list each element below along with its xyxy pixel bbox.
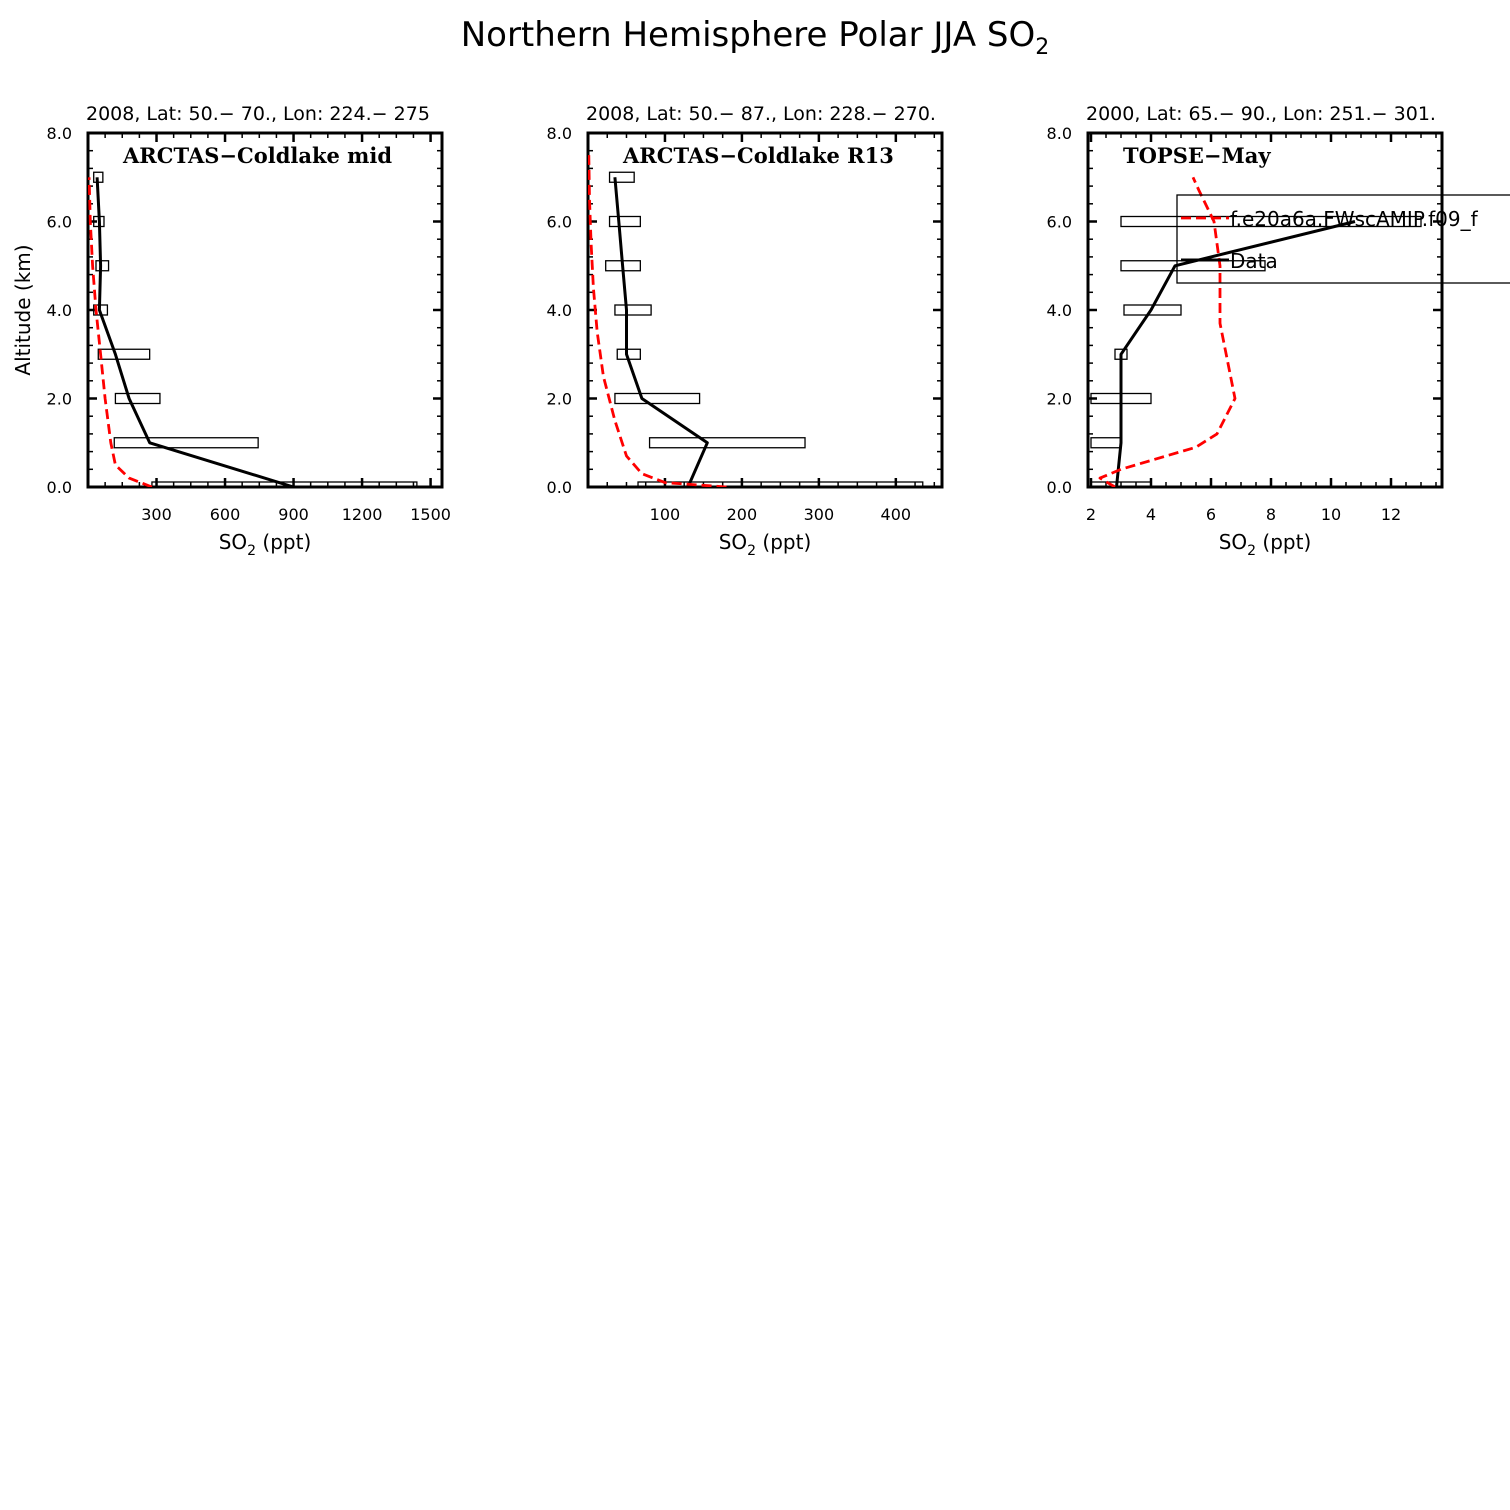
x-axis-title-units: (ppt) (756, 530, 811, 554)
model-series-line (588, 155, 727, 487)
x-axis-title-subscript: 2 (247, 543, 256, 559)
x-axis-title-units: (ppt) (1256, 530, 1311, 554)
y-tick-label: 2.0 (1047, 390, 1072, 409)
y-axis-title: Altitude (km) (11, 244, 35, 375)
range-box (614, 304, 652, 316)
x-tick-label: 300 (804, 505, 835, 524)
y-tick-label: 0.0 (547, 478, 572, 497)
x-tick-label: 4 (1146, 505, 1156, 524)
x-tick-label: 100 (650, 505, 681, 524)
x-tick-label: 12 (1381, 505, 1401, 524)
panel-2: 0.0 2.0 4.0 6.0 8.0 100 200 300 400 SO2 (ppt) 2008… (547, 103, 944, 559)
x-tick-label: 2 (1086, 505, 1096, 524)
x-tick-label: 400 (881, 505, 912, 524)
data-series-line (95, 177, 294, 487)
plot-frame (586, 131, 944, 489)
range-box (648, 437, 806, 449)
x-axis-title: SO2 (ppt) (1219, 530, 1312, 559)
y-tick-label: 8.0 (547, 124, 572, 143)
range-box (113, 437, 259, 449)
data-series-line (613, 177, 709, 487)
x-tick-label: 900 (278, 505, 309, 524)
legend-data-label: Data (1230, 249, 1278, 273)
y-tick-label: 4.0 (47, 301, 72, 320)
range-box (1120, 215, 1422, 228)
model-series-line (1098, 176, 1237, 487)
model-series-line (88, 177, 153, 487)
y-tick-label: 0.0 (47, 478, 72, 497)
range-box (614, 392, 701, 405)
legend-frame (1176, 194, 1510, 284)
range-box (95, 260, 110, 272)
y-tick-label: 8.0 (1047, 124, 1072, 143)
panel-1: 0.0 2.0 4.0 6.0 8.0 300 600 900 1200 1500 SO2 (ppt… (47, 103, 451, 559)
x-tick-label: 10 (1321, 505, 1341, 524)
range-box (637, 481, 924, 487)
x-axis-title: SO2 (ppt) (219, 530, 312, 559)
range-box (114, 392, 161, 405)
data-series-line (1115, 220, 1356, 487)
y-tick-label: 6.0 (1047, 213, 1072, 232)
data-marks (588, 155, 924, 487)
panel-top-label: 2008, Lat: 50.− 70., Lon: 224.− 275 (86, 103, 430, 125)
legend-model-label: f.e20a6a.FWscAMIP.f09_f (1230, 207, 1479, 231)
plot-frame (1086, 131, 1444, 489)
y-tick-label: 8.0 (47, 124, 72, 143)
x-axis-title-main: SO (719, 530, 747, 554)
plot-frame (86, 131, 444, 489)
main-title: Northern Hemisphere Polar JJA SO2 (461, 15, 1050, 60)
x-tick-label: 6 (1206, 505, 1216, 524)
panel-top-label: 2000, Lat: 65.− 90., Lon: 251.− 301. (1086, 103, 1436, 125)
x-tick-label: 1200 (342, 505, 383, 524)
x-tick-label: 8 (1266, 505, 1276, 524)
panel-label: ARCTAS−Coldlake mid (122, 143, 392, 168)
panel-top-label: 2008, Lat: 50.− 87., Lon: 228.− 270. (586, 103, 936, 125)
x-axis-title-main: SO (219, 530, 247, 554)
range-box (1090, 437, 1122, 449)
panel-label: ARCTAS−Coldlake R13 (622, 143, 894, 168)
x-axis-title-main: SO (1219, 530, 1247, 554)
range-box (151, 481, 418, 487)
x-tick-label: 200 (727, 505, 758, 524)
x-axis-title: SO2 (ppt) (719, 530, 812, 559)
range-box (608, 215, 641, 228)
data-marks (88, 171, 418, 487)
range-box (1090, 481, 1152, 487)
y-tick-label: 2.0 (547, 390, 572, 409)
x-axis-title-subscript: 2 (747, 543, 756, 559)
y-tick-label: 2.0 (47, 390, 72, 409)
main-title-subscript: 2 (1035, 35, 1049, 60)
x-tick-label: 600 (210, 505, 241, 524)
x-tick-label: 1500 (410, 505, 451, 524)
range-box (97, 348, 151, 360)
panel-label: TOPSE−May (1123, 143, 1271, 168)
legend: f.e20a6a.FWscAMIP.f09_f Data (1176, 194, 1510, 284)
x-axis-title-units: (ppt) (256, 530, 311, 554)
y-tick-label: 6.0 (547, 213, 572, 232)
y-tick-label: 4.0 (547, 301, 572, 320)
range-box (608, 171, 635, 183)
x-tick-label: 300 (141, 505, 172, 524)
y-tick-label: 6.0 (47, 213, 72, 232)
x-axis-title-subscript: 2 (1247, 543, 1256, 559)
y-tick-label: 4.0 (1047, 301, 1072, 320)
y-tick-label: 0.0 (1047, 478, 1072, 497)
